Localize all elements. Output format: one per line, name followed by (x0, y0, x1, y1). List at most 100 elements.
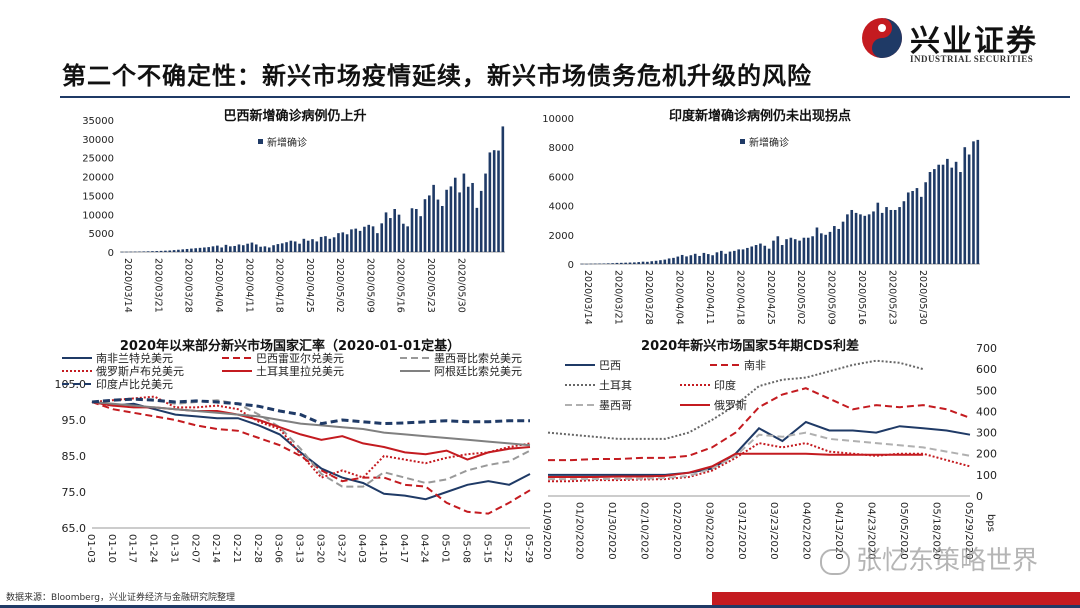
bar (967, 154, 971, 264)
bar (846, 214, 849, 264)
legend-label: 阿根廷比索兑美元 (434, 364, 522, 378)
x-tick-label: 03-13 (294, 534, 305, 563)
bar (440, 205, 444, 252)
x-tick-label: 2020/04/04 (213, 258, 224, 313)
bar (410, 208, 414, 252)
watermark: 张忆东策略世界 (820, 540, 1038, 577)
bar (358, 230, 362, 252)
y-tick-label: 100 (976, 469, 997, 482)
bar (250, 242, 254, 252)
y-tick-label: 6000 (549, 172, 574, 183)
bar (229, 246, 232, 252)
bar (672, 257, 675, 264)
bar (924, 182, 927, 264)
x-tick-label: 2020/03/28 (183, 258, 194, 313)
x-tick-label: 04/23/2020 (866, 502, 877, 560)
legend-label: 俄罗斯 (714, 399, 747, 412)
bar (789, 237, 793, 264)
bar (259, 246, 262, 252)
x-tick-label: 02-14 (210, 534, 221, 563)
y-tick-label: 95.0 (62, 414, 87, 427)
bar (824, 234, 827, 264)
x-tick-label: 05/29/2020 (963, 502, 974, 560)
bar (785, 239, 788, 264)
x-tick-label: 04-17 (398, 534, 409, 563)
y-tick-label: 35000 (82, 116, 114, 127)
bar (479, 190, 483, 252)
bar (637, 262, 640, 264)
bar (155, 251, 159, 252)
y-tick-label: 0 (568, 260, 574, 271)
x-tick-label: 2020/04/18 (274, 258, 285, 313)
bar (207, 247, 210, 252)
series-line (91, 401, 531, 515)
x-tick-label: 2020/04/04 (673, 270, 684, 325)
bar (820, 233, 823, 264)
bar (497, 150, 500, 252)
y-tick-label: 10000 (82, 210, 114, 221)
legend-label: 新增确诊 (749, 136, 789, 149)
series-line (91, 401, 531, 501)
bar (737, 249, 740, 264)
bar (585, 263, 588, 265)
x-tick-label: 01/20/2020 (573, 502, 584, 560)
bar (406, 226, 409, 252)
bar (220, 247, 223, 252)
chart-brazil-cases: 巴西新增确诊病例仍上升 0 5000 10000 15000 20000 25000 3000… (82, 108, 505, 313)
y-tick-label: 500 (976, 384, 997, 397)
bar (611, 263, 614, 264)
bar (628, 262, 632, 264)
bar (237, 244, 241, 252)
x-tick-label: 03-27 (335, 534, 346, 563)
x-tick-label: 01-31 (168, 534, 179, 563)
bar (580, 263, 584, 265)
bar (328, 238, 332, 252)
x-tick-label: 2020/05/16 (395, 258, 406, 313)
bar (354, 228, 358, 252)
bar (315, 241, 319, 252)
x-tick-label: 2020/03/21 (152, 258, 163, 313)
x-tick-label: 2020/05/09 (826, 270, 837, 325)
bar (806, 237, 810, 264)
bar (306, 240, 310, 252)
bar (685, 256, 688, 264)
x-tick-label: 01-17 (127, 534, 138, 563)
bar (780, 245, 784, 264)
bar (676, 256, 680, 264)
x-tick-label: 2020/03/14 (582, 270, 593, 325)
bar (319, 236, 323, 252)
bar (602, 263, 606, 264)
bar (492, 150, 496, 252)
bar (841, 221, 845, 264)
chart-title: 印度新增确诊病例仍未出现拐点 (669, 108, 851, 124)
x-tick-label: 2020/04/25 (765, 270, 776, 325)
bar (380, 223, 384, 252)
y-tick-label: 20000 (82, 173, 114, 184)
x-tick-label: 02/20/2020 (671, 502, 682, 560)
bar (488, 152, 492, 252)
logo-text-en: INDUSTRIAL SECURITIES (910, 54, 1034, 64)
bar (659, 260, 662, 264)
bar (432, 184, 435, 252)
x-tick-label: 02/10/2020 (638, 502, 649, 560)
bar (285, 242, 288, 252)
bar (854, 212, 858, 264)
x-tick-label: 05-01 (440, 534, 451, 563)
y-tick-label: 2000 (549, 231, 574, 242)
bar (371, 226, 375, 252)
legend-label: 印度卢比兑美元 (96, 377, 173, 391)
bar (341, 232, 345, 252)
bar (120, 251, 124, 253)
bar (741, 249, 745, 264)
bar (633, 262, 636, 264)
bar (466, 186, 470, 252)
bar (190, 248, 193, 252)
y-tick-label: 10000 (542, 114, 574, 125)
bar (876, 202, 880, 264)
bar (646, 261, 649, 264)
bar (750, 246, 754, 264)
bar (767, 248, 771, 264)
bar (811, 236, 814, 264)
bar (885, 207, 888, 264)
bar (833, 226, 836, 264)
